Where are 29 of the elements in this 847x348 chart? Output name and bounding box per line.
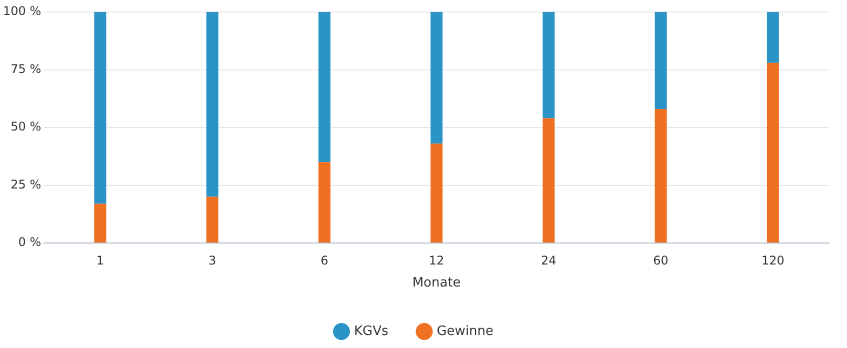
bar [766, 62, 779, 242]
bar [318, 12, 330, 162]
bar [654, 12, 667, 110]
x-tick-label: 12 [428, 253, 444, 268]
y-tick-label: 75 % [10, 62, 42, 76]
x-tick-label: 24 [541, 253, 556, 268]
x-tick-label: 6 [320, 253, 328, 268]
y-tick-label: 0 % [18, 235, 42, 250]
bar [430, 144, 443, 242]
bar [430, 12, 443, 144]
x-tick-label: 1 [96, 253, 104, 268]
bar [654, 109, 667, 242]
x-axis-title: Monate [412, 276, 461, 291]
y-tick-label: 25 % [10, 177, 42, 192]
bar [542, 12, 555, 118]
bar [206, 12, 218, 197]
bar [94, 12, 106, 204]
x-tick-label: 3 [208, 253, 216, 268]
x-tick-label: 60 [653, 253, 668, 268]
legend-label: KGVs [354, 324, 388, 339]
x-tick-label: 120 [761, 253, 784, 268]
y-tick-label: 100 % [2, 4, 42, 18]
legend-label: Gewinne [436, 324, 494, 339]
bar [766, 12, 779, 63]
bar [94, 204, 106, 242]
bar [206, 196, 218, 242]
y-tick-label: 50 % [10, 120, 42, 134]
bar [318, 162, 330, 242]
bar [542, 118, 555, 242]
